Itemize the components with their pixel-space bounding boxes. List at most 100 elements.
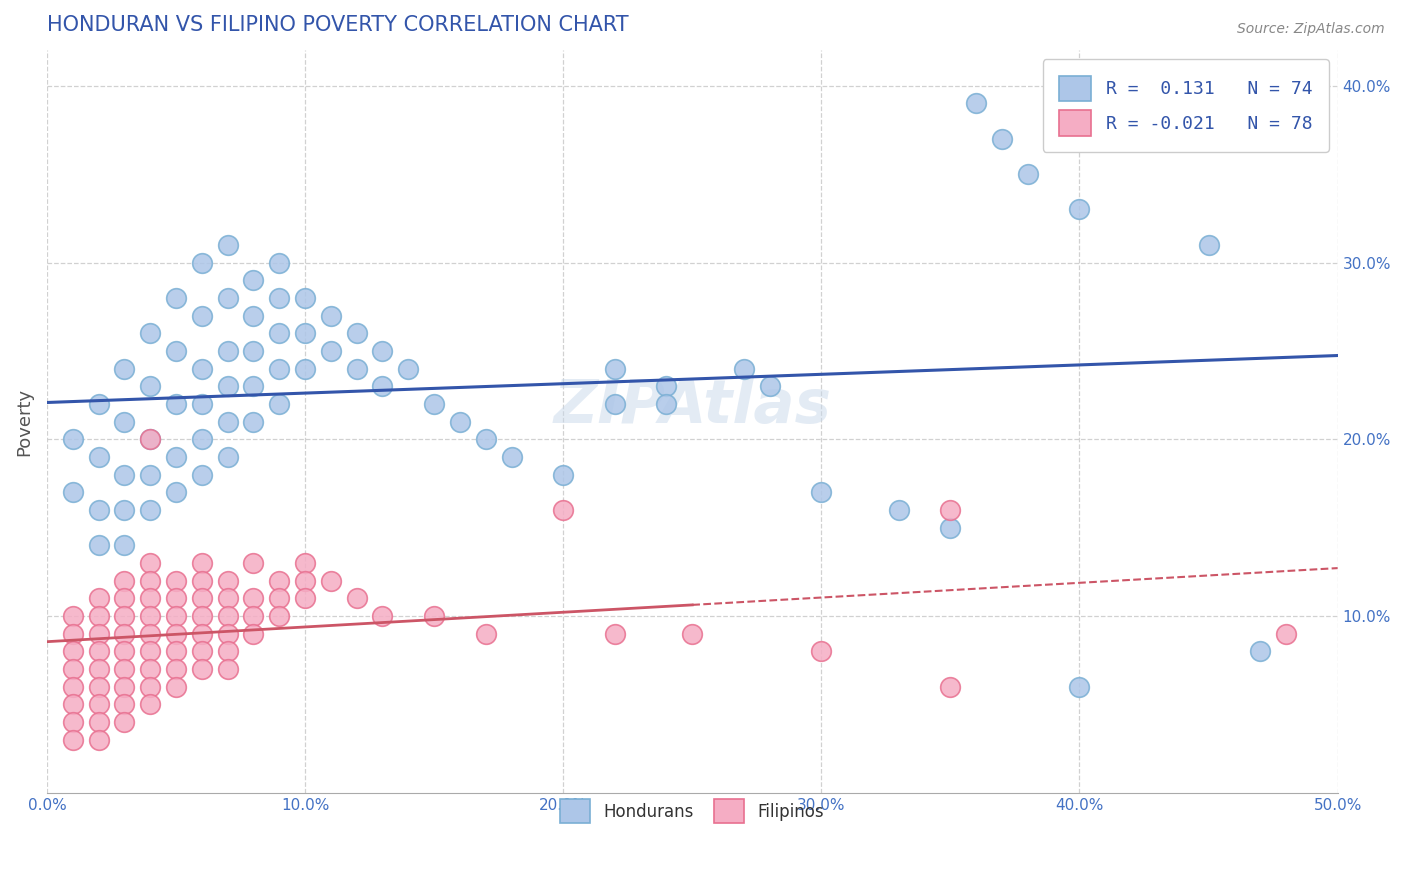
- Point: [319, 309, 342, 323]
- Point: [139, 591, 162, 606]
- Point: [139, 503, 162, 517]
- Point: [112, 415, 135, 429]
- Point: [165, 450, 187, 464]
- Point: [191, 574, 214, 588]
- Point: [217, 574, 239, 588]
- Point: [191, 467, 214, 482]
- Point: [87, 609, 110, 624]
- Point: [87, 538, 110, 552]
- Point: [139, 609, 162, 624]
- Point: [62, 485, 84, 500]
- Point: [346, 361, 368, 376]
- Point: [139, 574, 162, 588]
- Point: [553, 503, 575, 517]
- Point: [294, 291, 316, 305]
- Point: [112, 698, 135, 712]
- Point: [1069, 680, 1091, 694]
- Point: [62, 432, 84, 446]
- Point: [112, 626, 135, 640]
- Point: [191, 644, 214, 658]
- Y-axis label: Poverty: Poverty: [15, 387, 32, 456]
- Point: [474, 626, 496, 640]
- Point: [112, 538, 135, 552]
- Point: [62, 732, 84, 747]
- Point: [1275, 626, 1298, 640]
- Point: [87, 732, 110, 747]
- Point: [603, 397, 626, 411]
- Point: [217, 591, 239, 606]
- Point: [87, 626, 110, 640]
- Point: [217, 450, 239, 464]
- Point: [371, 343, 394, 358]
- Point: [139, 326, 162, 341]
- Point: [217, 609, 239, 624]
- Point: [810, 644, 832, 658]
- Point: [269, 255, 291, 269]
- Point: [165, 291, 187, 305]
- Point: [655, 379, 678, 393]
- Point: [939, 520, 962, 534]
- Point: [165, 626, 187, 640]
- Point: [165, 397, 187, 411]
- Point: [655, 397, 678, 411]
- Point: [294, 326, 316, 341]
- Point: [112, 503, 135, 517]
- Point: [269, 361, 291, 376]
- Text: HONDURAN VS FILIPINO POVERTY CORRELATION CHART: HONDURAN VS FILIPINO POVERTY CORRELATION…: [46, 15, 628, 35]
- Point: [112, 467, 135, 482]
- Point: [294, 556, 316, 570]
- Point: [139, 556, 162, 570]
- Point: [191, 591, 214, 606]
- Point: [62, 714, 84, 729]
- Point: [139, 432, 162, 446]
- Point: [112, 644, 135, 658]
- Point: [294, 361, 316, 376]
- Point: [217, 237, 239, 252]
- Point: [887, 503, 910, 517]
- Point: [603, 361, 626, 376]
- Point: [139, 432, 162, 446]
- Point: [217, 291, 239, 305]
- Point: [191, 432, 214, 446]
- Point: [965, 96, 987, 111]
- Point: [139, 698, 162, 712]
- Point: [810, 485, 832, 500]
- Point: [87, 714, 110, 729]
- Point: [191, 609, 214, 624]
- Point: [139, 467, 162, 482]
- Point: [294, 591, 316, 606]
- Text: Source: ZipAtlas.com: Source: ZipAtlas.com: [1237, 22, 1385, 37]
- Point: [733, 361, 755, 376]
- Point: [319, 574, 342, 588]
- Point: [112, 591, 135, 606]
- Point: [87, 680, 110, 694]
- Point: [758, 379, 780, 393]
- Point: [269, 609, 291, 624]
- Point: [346, 326, 368, 341]
- Point: [242, 609, 264, 624]
- Point: [269, 574, 291, 588]
- Point: [165, 343, 187, 358]
- Point: [242, 415, 264, 429]
- Point: [681, 626, 703, 640]
- Point: [217, 662, 239, 676]
- Point: [1198, 237, 1220, 252]
- Point: [191, 662, 214, 676]
- Point: [269, 397, 291, 411]
- Point: [112, 662, 135, 676]
- Point: [396, 361, 419, 376]
- Point: [62, 644, 84, 658]
- Point: [139, 379, 162, 393]
- Point: [423, 397, 446, 411]
- Point: [217, 343, 239, 358]
- Point: [165, 680, 187, 694]
- Point: [501, 450, 523, 464]
- Point: [1069, 202, 1091, 217]
- Point: [87, 397, 110, 411]
- Point: [87, 503, 110, 517]
- Point: [87, 662, 110, 676]
- Point: [191, 556, 214, 570]
- Point: [112, 609, 135, 624]
- Point: [1017, 167, 1039, 181]
- Point: [191, 626, 214, 640]
